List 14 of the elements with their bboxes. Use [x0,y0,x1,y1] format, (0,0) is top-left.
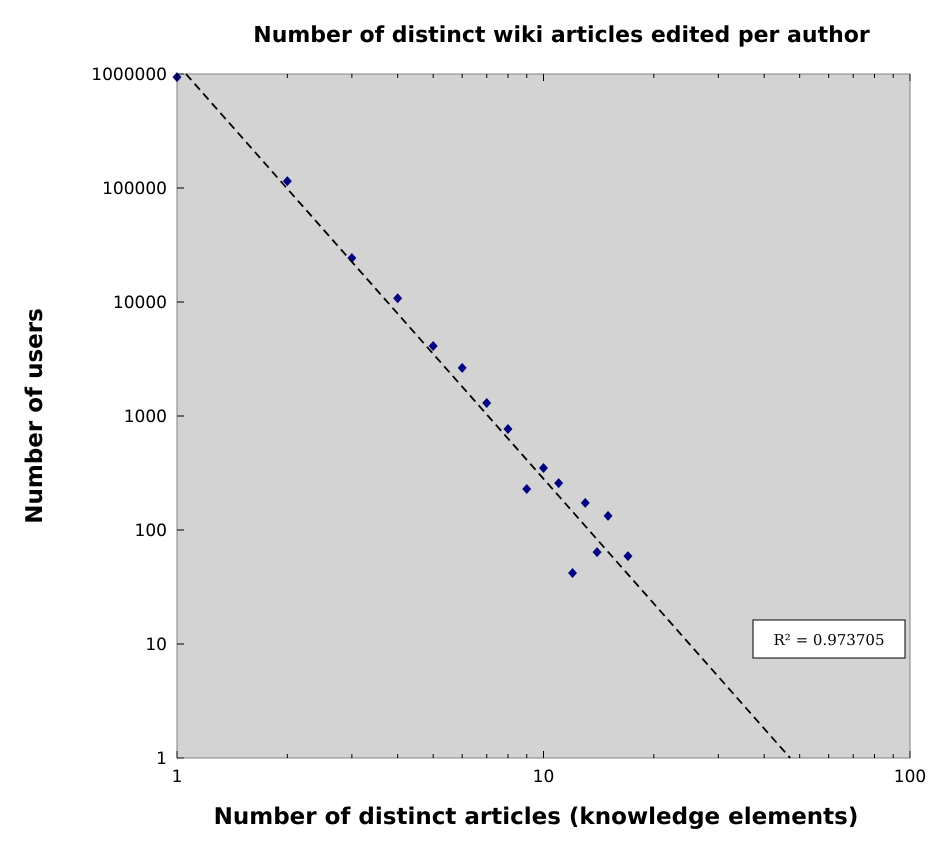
y-tick-label: 10 [145,635,167,655]
y-tick-label: 10000 [112,293,167,313]
y-tick-label: 1000 [124,407,167,427]
x-tick-label: 10 [532,767,554,787]
x-tick-label: 100 [894,767,926,787]
y-axis-title: Number of users [22,308,48,524]
y-tick-label: 1 [156,749,167,769]
y-tick-label: 100 [134,521,167,541]
y-tick-label: 1000000 [91,65,167,85]
x-axis-title: Number of distinct articles (knowledge elements) [214,804,858,830]
x-tick-label: 1 [172,767,182,787]
chart-title: Number of distinct wiki articles edited per author [253,23,870,48]
annotation: R² = 0.973705 [774,631,884,649]
y-tick-label: 100000 [102,179,167,199]
